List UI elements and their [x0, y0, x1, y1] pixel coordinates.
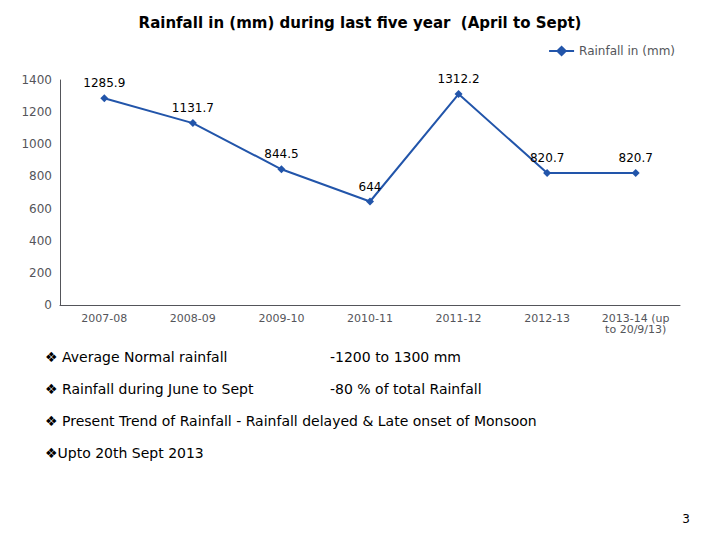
svg-text:820.7: 820.7: [530, 151, 564, 165]
svg-text:2013-14 (up: 2013-14 (up: [601, 312, 670, 325]
svg-text:2012-13: 2012-13: [524, 312, 570, 325]
svg-text:1200: 1200: [21, 105, 52, 119]
svg-text:❖ Present Trend of Rainfall -: ❖ Present Trend of Rainfall - Rainfall d…: [45, 413, 537, 429]
svg-text:Rainfall in (mm) during last f: Rainfall in (mm) during last five year (…: [139, 14, 582, 32]
svg-text:❖ Rainfall during June to Sept: ❖ Rainfall during June to Sept: [45, 381, 254, 397]
svg-text:1285.9: 1285.9: [83, 76, 125, 90]
svg-text:1400: 1400: [21, 73, 52, 87]
svg-text:❖ Average Normal rainfall: ❖ Average Normal rainfall: [45, 349, 227, 365]
svg-text:❖Upto 20th Sept 2013: ❖Upto 20th Sept 2013: [45, 445, 204, 461]
svg-text:2008-09: 2008-09: [170, 312, 216, 325]
svg-text:to 20/9/13): to 20/9/13): [605, 323, 666, 336]
svg-text:-80 % of total Rainfall: -80 % of total Rainfall: [330, 381, 482, 397]
svg-text:3: 3: [682, 512, 690, 526]
svg-text:1000: 1000: [21, 137, 52, 151]
svg-text:400: 400: [29, 234, 52, 248]
svg-text:2007-08: 2007-08: [81, 312, 127, 325]
svg-text:2009-10: 2009-10: [258, 312, 304, 325]
svg-text:1312.2: 1312.2: [438, 72, 480, 86]
svg-text:0: 0: [44, 298, 52, 312]
svg-text:800: 800: [29, 169, 52, 183]
svg-text:820.7: 820.7: [619, 151, 653, 165]
svg-text:Rainfall in (mm): Rainfall in (mm): [579, 44, 675, 58]
svg-text:844.5: 844.5: [264, 147, 298, 161]
svg-text:1131.7: 1131.7: [172, 101, 214, 115]
svg-text:-1200 to 1300 mm: -1200 to 1300 mm: [330, 349, 461, 365]
svg-text:200: 200: [29, 266, 52, 280]
svg-text:644: 644: [359, 180, 382, 194]
svg-text:2011-12: 2011-12: [436, 312, 482, 325]
svg-text:2010-11: 2010-11: [347, 312, 393, 325]
svg-text:600: 600: [29, 202, 52, 216]
